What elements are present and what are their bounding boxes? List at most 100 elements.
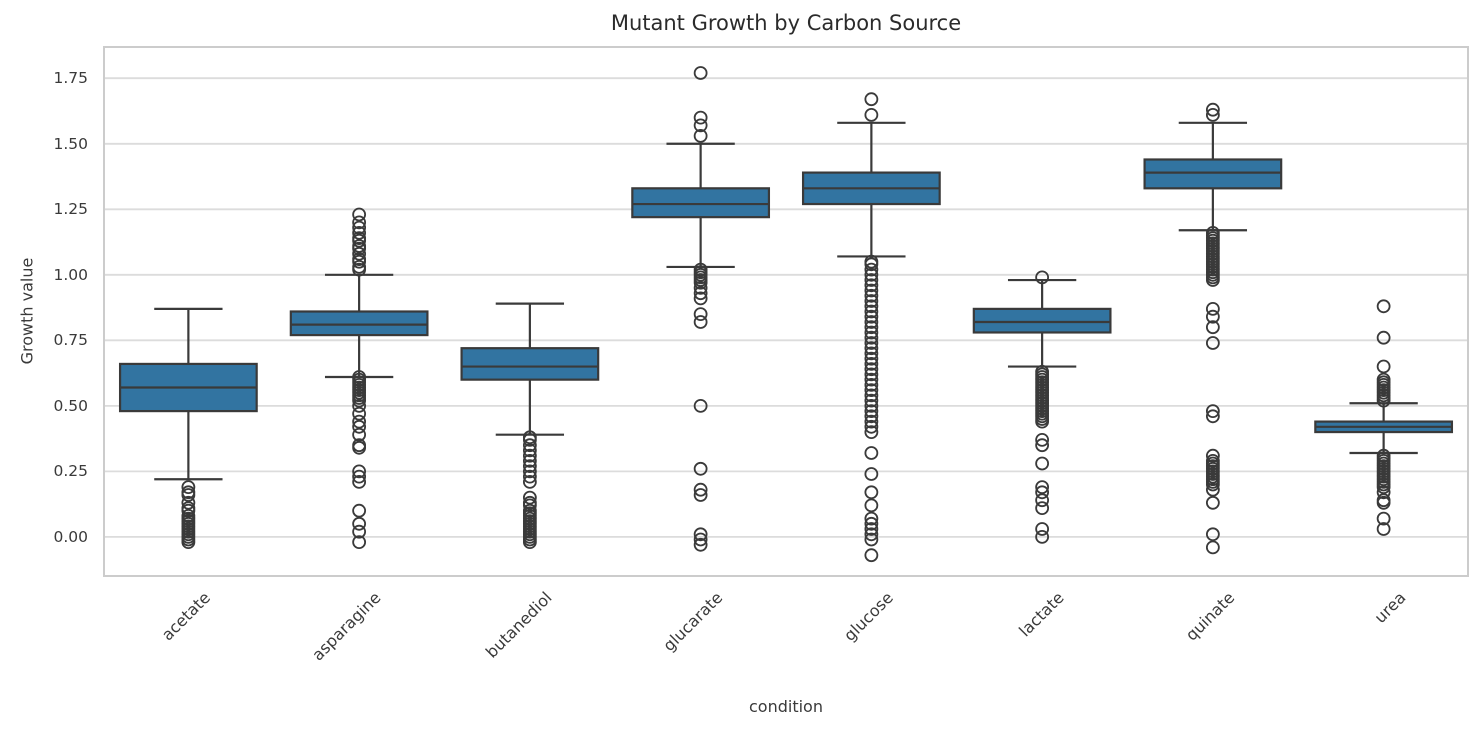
outlier-point [1205, 527, 1220, 542]
box-group-butanediol [460, 302, 600, 550]
outlier-point [864, 341, 879, 356]
box-group-quinate [1143, 102, 1283, 555]
outlier-point [522, 535, 537, 550]
outlier-point [352, 469, 367, 484]
x-tick-label: asparagine [308, 588, 385, 665]
outlier-point [1035, 493, 1050, 508]
outlier-point [864, 409, 879, 424]
outlier-point [352, 427, 367, 442]
outlier-point [864, 383, 879, 398]
box-group-asparagine [289, 207, 429, 550]
outlier-point [1035, 438, 1050, 453]
outlier-point [1205, 477, 1220, 492]
outlier-point [693, 275, 708, 290]
x-tick-label: glucarate [658, 588, 727, 656]
outlier-point [1035, 432, 1050, 447]
outlier-point [352, 207, 367, 222]
y-tick-label: 0.25 [53, 462, 88, 481]
outlier-point [352, 440, 367, 455]
outlier-point [352, 225, 367, 240]
outlier-point [864, 288, 879, 303]
outlier-point [1205, 482, 1220, 497]
outlier-point [864, 511, 879, 526]
box [1143, 158, 1283, 190]
outlier-point [864, 485, 879, 500]
outlier-point [864, 273, 879, 287]
outlier-point [864, 336, 879, 350]
outlier-point [864, 257, 879, 272]
outlier-point [864, 362, 879, 377]
outlier-point [864, 294, 879, 308]
y-tick-label: 1.00 [53, 265, 88, 284]
outlier-point [693, 461, 708, 476]
outlier-point [1035, 529, 1050, 544]
outlier-point [522, 498, 537, 513]
boxplot-svg [103, 46, 1469, 577]
outlier-point [864, 325, 879, 340]
outlier-point [352, 246, 367, 261]
outlier-point [693, 291, 708, 306]
outlier-point [522, 432, 537, 447]
outlier-point [1376, 511, 1391, 526]
outlier-point [864, 393, 879, 408]
x-tick-label: quinate [1181, 588, 1239, 645]
y-tick-label: 0.00 [53, 527, 88, 546]
box [460, 347, 600, 381]
outlier-point [864, 398, 879, 413]
box-group-acetate [118, 307, 258, 550]
outlier-point [352, 503, 367, 518]
outlier-point [352, 233, 367, 248]
outlier-point [864, 315, 879, 329]
outlier-point [693, 482, 708, 497]
outlier-point [352, 398, 367, 413]
outlier-point [693, 280, 708, 295]
box-group-urea [1314, 299, 1454, 536]
outlier-point [693, 537, 708, 552]
outlier-point [864, 267, 879, 282]
outlier-point [1376, 485, 1391, 500]
plot-area [103, 46, 1469, 577]
y-tick-label: 1.50 [53, 134, 88, 153]
y-tick-label: 0.50 [53, 396, 88, 415]
x-axis-label: condition [749, 697, 823, 716]
outlier-point [1205, 495, 1220, 510]
outlier-point [864, 320, 879, 335]
outlier-point [864, 367, 879, 382]
outlier-point [693, 110, 708, 125]
outlier-point [1205, 336, 1220, 350]
outlier-point [1035, 501, 1050, 516]
outlier-point [864, 278, 879, 293]
outlier-point [352, 516, 367, 531]
plot-border [103, 46, 1469, 577]
outlier-point [352, 414, 367, 429]
outlier-point [181, 488, 196, 502]
outlier-point [522, 464, 537, 479]
outlier-point [864, 404, 879, 419]
outlier-point [864, 346, 879, 361]
outlier-point [1035, 485, 1050, 500]
outlier-point [864, 351, 879, 366]
outlier-point [1376, 299, 1391, 314]
outlier-point [1205, 273, 1220, 287]
box-group-glucose [801, 92, 941, 563]
outlier-point [864, 372, 879, 387]
outlier-point [1205, 102, 1220, 117]
outlier-point [864, 419, 879, 434]
outlier-point [352, 254, 367, 269]
outlier-point [352, 241, 367, 256]
outlier-point [352, 535, 367, 550]
outlier-point [693, 532, 708, 547]
outlier-point [1035, 522, 1050, 536]
outlier-point [693, 488, 708, 502]
outlier-point [864, 356, 879, 371]
outlier-point [1376, 359, 1391, 374]
x-tick-label: butanediol [481, 588, 556, 662]
outlier-point [181, 495, 196, 510]
outlier-point [693, 118, 708, 133]
outlier-point [352, 419, 367, 434]
outlier-point [864, 467, 879, 481]
outlier-point [864, 108, 879, 122]
outlier-point [522, 490, 537, 505]
x-tick-label: urea [1370, 588, 1410, 627]
